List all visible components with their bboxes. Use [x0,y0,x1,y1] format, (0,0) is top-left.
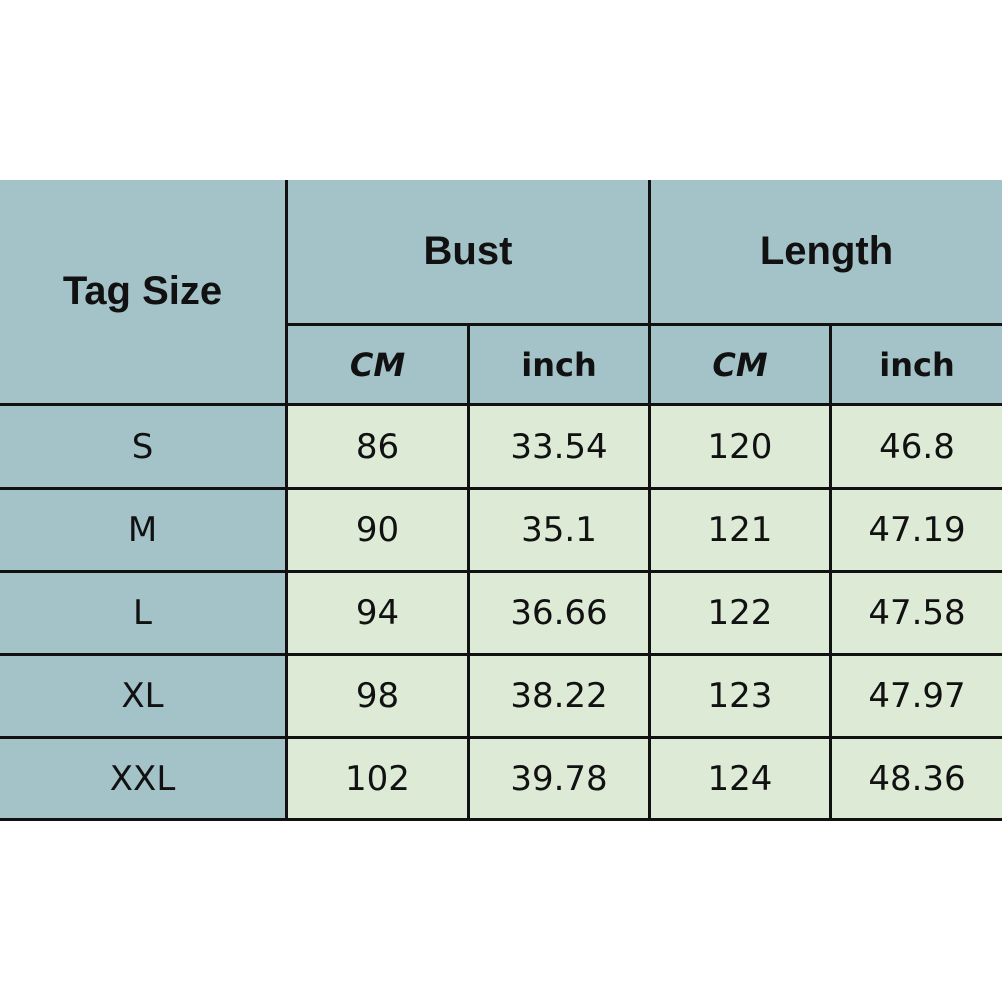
value-cell: 47.19 [832,490,1002,573]
value-cell: 98 [288,656,470,739]
unit-header-inch-text: inch [879,345,955,384]
size-cell-text: S [131,426,154,467]
value-cell-text: 48.36 [868,758,966,799]
value-cell-text: 46.8 [879,426,955,467]
value-cell-text: 124 [707,758,773,799]
value-cell: 38.22 [470,656,651,739]
value-cell-text: 38.22 [510,676,608,716]
size-cell: XXL [0,739,288,821]
size-cell-text: XXL [109,758,176,799]
value-cell-text: 33.54 [510,426,608,467]
value-cell-text: 122 [707,593,773,633]
value-cell-text: 98 [355,676,400,716]
unit-header-cm: CM [288,326,470,406]
value-cell: 48.36 [832,739,1002,821]
group-header-length: Length [651,180,1002,326]
unit-header-inch: inch [832,326,1002,406]
value-cell-text: 36.66 [510,593,608,633]
value-cell: 33.54 [470,406,651,490]
value-cell-text: 39.78 [510,758,608,799]
value-cell-text: 123 [707,676,773,716]
tag-size-header: Tag Size [0,180,288,406]
value-cell: 90 [288,490,470,573]
value-cell-text: 47.19 [868,510,966,550]
size-cell-text: L [133,593,152,633]
group-header-length-text: Length [759,229,894,273]
value-cell: 35.1 [470,490,651,573]
value-cell: 47.97 [832,656,1002,739]
value-cell: 47.58 [832,573,1002,656]
unit-header-cm: CM [651,326,832,406]
value-cell-text: 121 [707,510,773,550]
group-header-bust: Bust [288,180,651,326]
value-cell-text: 90 [355,510,400,550]
value-cell: 102 [288,739,470,821]
size-cell-text: M [127,510,158,550]
size-cell: XL [0,656,288,739]
value-cell: 46.8 [832,406,1002,490]
value-cell: 94 [288,573,470,656]
unit-header-inch-text: inch [521,345,597,384]
value-cell-text: 35.1 [521,510,597,550]
unit-header-cm-text: CM [712,345,768,384]
value-cell: 36.66 [470,573,651,656]
value-cell-text: 86 [355,426,400,467]
size-cell-text: XL [121,676,164,716]
tag-size-header-text: Tag Size [62,269,223,313]
value-cell: 39.78 [470,739,651,821]
size-cell: L [0,573,288,656]
value-cell: 86 [288,406,470,490]
size-cell: M [0,490,288,573]
value-cell-text: 94 [355,593,400,633]
value-cell: 123 [651,656,832,739]
unit-header-cm-text: CM [349,345,406,384]
unit-header-inch: inch [470,326,651,406]
value-cell-text: 102 [345,758,410,799]
size-cell: S [0,406,288,490]
value-cell: 120 [651,406,832,490]
value-cell: 124 [651,739,832,821]
value-cell-text: 47.58 [868,593,966,633]
group-header-bust-text: Bust [423,229,513,273]
value-cell: 122 [651,573,832,656]
value-cell: 121 [651,490,832,573]
value-cell-text: 120 [707,426,773,467]
value-cell-text: 47.97 [868,676,966,716]
